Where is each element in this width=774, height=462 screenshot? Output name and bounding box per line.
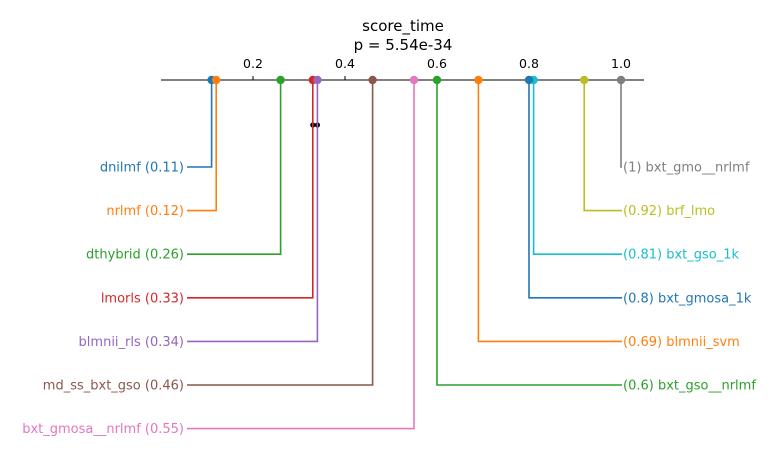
- entry-label: blmnii_rls (0.34): [79, 335, 184, 350]
- entry-marker: [580, 75, 589, 85]
- entry-marker: [368, 75, 377, 85]
- entry-marker: [276, 75, 285, 85]
- entry-md_ss_bxt_gso: md_ss_bxt_gso (0.46): [43, 75, 377, 394]
- entry-connector: [187, 80, 314, 299]
- entry-marker: [432, 75, 442, 85]
- entry-connector: [477, 80, 622, 343]
- entry-connector: [528, 80, 622, 299]
- tick-label: 0.2: [243, 56, 263, 71]
- chart-title: score_time: [362, 17, 444, 36]
- entry-connector: [436, 80, 622, 386]
- entry-marker: [474, 75, 483, 85]
- chart-subtitle: p = 5.54e-34: [354, 36, 453, 54]
- entry-connector: [620, 80, 622, 168]
- tick-label: 0.8: [519, 56, 539, 71]
- entry-connector: [187, 80, 374, 386]
- entry-label: (0.69) blmnii_svm: [623, 335, 740, 350]
- entry-dnilmf: dnilmf (0.11): [100, 75, 216, 176]
- entry-connector: [187, 80, 319, 343]
- entry-connector: [187, 80, 282, 255]
- entry-bxt_gso__nrlmf: (0.6) bxt_gso__nrlmf: [432, 75, 756, 394]
- entry-nrlmf: nrlmf (0.12): [106, 75, 221, 219]
- tick-label: 0.4: [335, 56, 355, 71]
- entry-label: nrlmf (0.12): [106, 204, 184, 219]
- entry-connector: [187, 80, 213, 168]
- entry-blmnii_rls: blmnii_rls (0.34): [79, 75, 322, 350]
- entry-marker: [313, 75, 322, 85]
- entry-blmnii_svm: (0.69) blmnii_svm: [474, 75, 740, 350]
- entry-label: (0.92) brf_lmo: [623, 204, 715, 219]
- entry-bxt_gmosa_1k: (0.8) bxt_gmosa_1k: [524, 75, 752, 306]
- entry-bxt_gmosa__nrlmf: bxt_gmosa__nrlmf (0.55): [22, 75, 419, 437]
- entry-label: (0.81) bxt_gso_1k: [623, 248, 740, 263]
- entry-bxt_gmo__nrlmf: (1) bxt_gmo__nrlmf: [616, 75, 750, 176]
- entry-marker: [616, 75, 626, 85]
- entry-marker: [212, 75, 221, 85]
- significance-groups: [310, 122, 320, 128]
- entry-label: dnilmf (0.11): [100, 161, 184, 176]
- entry-label: (0.6) bxt_gso__nrlmf: [623, 379, 756, 394]
- entry-label: (0.8) bxt_gmosa_1k: [623, 291, 752, 306]
- entry-label: bxt_gmosa__nrlmf (0.55): [22, 422, 184, 437]
- entry-connector: [187, 80, 415, 430]
- axis: 0.2 0.4 0.6 0.8 1.0: [161, 56, 644, 81]
- entry-connector: [583, 80, 622, 212]
- entry-lmorls: lmorls (0.33): [101, 75, 317, 306]
- entry-label: dthybrid (0.26): [86, 248, 184, 263]
- entry-dthybrid: dthybrid (0.26): [86, 75, 285, 263]
- entry-connector: [187, 80, 217, 212]
- entry-label: lmorls (0.33): [101, 291, 184, 306]
- tick-label: 0.6: [427, 56, 447, 71]
- entry-marker: [409, 75, 419, 85]
- tick-label: 1.0: [611, 56, 631, 71]
- entry-label: (1) bxt_gmo__nrlmf: [623, 161, 750, 176]
- entry-brf_lmo: (0.92) brf_lmo: [580, 75, 715, 219]
- entry-label: md_ss_bxt_gso (0.46): [43, 379, 184, 394]
- entries: dnilmf (0.11) nrlmf (0.12) dthybrid (0.26)…: [22, 75, 756, 437]
- entry-connector: [532, 80, 622, 255]
- entry-marker: [524, 75, 534, 85]
